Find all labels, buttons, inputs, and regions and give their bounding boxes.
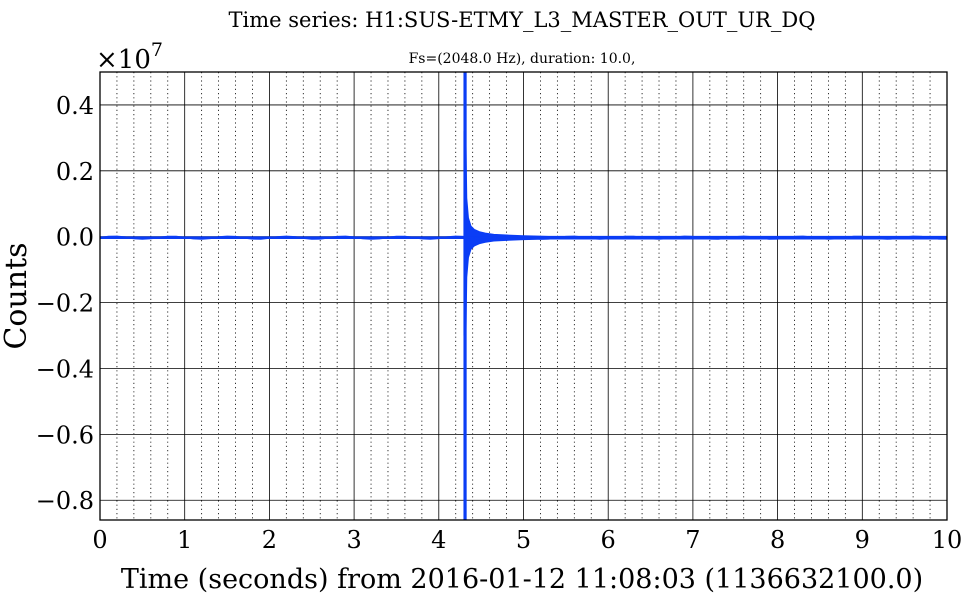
y-tick-label: −0.8 [36,487,94,515]
x-tick-label: 10 [932,526,963,554]
x-tick-label: 4 [431,526,446,554]
y-multiplier: ×107 [96,39,163,75]
x-tick-label: 1 [177,526,192,554]
major-grid [100,72,947,520]
y-tick-label: −0.6 [36,421,94,449]
y-tick-label: −0.2 [36,290,94,318]
y-tick-label: 0.4 [56,92,94,120]
x-tick-label: 8 [770,526,785,554]
y-axis-label: Counts [0,242,34,349]
y-multiplier-base: ×10 [96,45,151,75]
y-ticks: −0.8 −0.6 −0.4 −0.2 0.0 0.2 0.4 [36,92,94,515]
x-axis-label: Time (seconds) from 2016-01-12 11:08:03 … [121,564,923,595]
y-tick-label: 0.0 [56,224,94,252]
series-wiggle [99,235,948,240]
chart-title: Time series: H1:SUS-ETMY_L3_MASTER_OUT_U… [229,8,816,32]
x-ticks: 0 1 2 3 4 5 6 7 8 9 10 [92,526,962,554]
y-multiplier-exponent: 7 [151,39,163,61]
plot-frame [99,71,948,521]
series-layer [99,72,948,520]
y-tick-label: −0.4 [36,355,94,383]
x-tick-label: 7 [685,526,700,554]
x-tick-label: 0 [92,526,107,554]
y-tick-label: 0.2 [56,158,94,186]
x-tick-label: 3 [346,526,361,554]
x-tick-label: 9 [855,526,870,554]
x-tick-label: 2 [262,526,277,554]
x-tick-label: 5 [516,526,531,554]
x-tick-label: 6 [601,526,616,554]
chart-subtitle: Fs=(2048.0 Hz), duration: 10.0, [409,51,636,67]
